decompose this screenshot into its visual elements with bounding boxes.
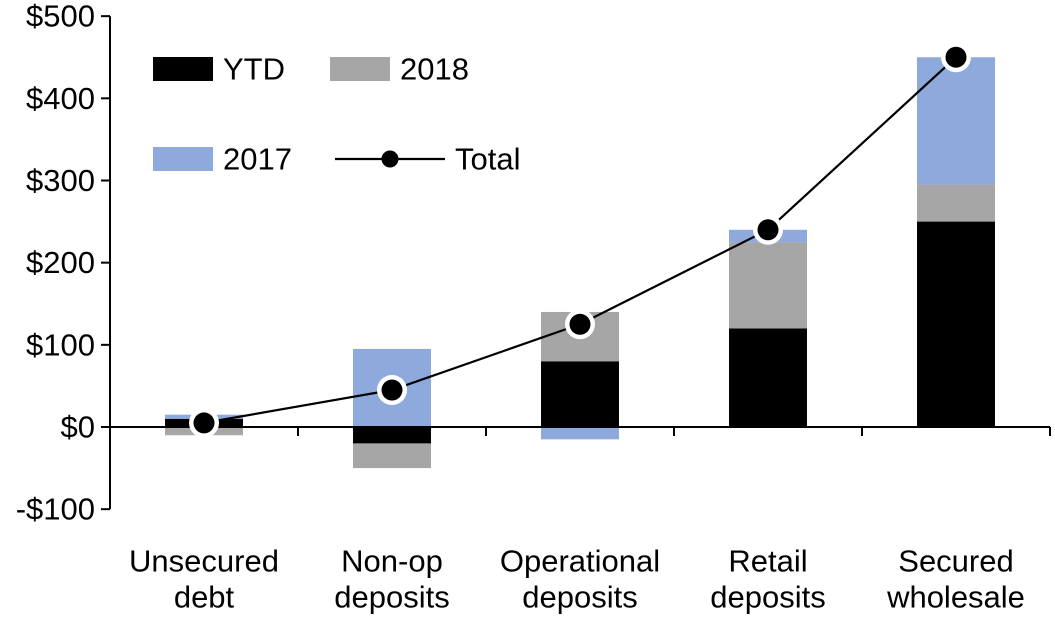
bar-segment-2018-4 [917,184,995,222]
legend-label: 2017 [223,142,292,177]
category-label: Secured [898,544,1013,579]
bar-segment-ytd-2 [541,361,619,427]
legend-dot-symbol [381,150,399,168]
bar-segment-ytd-3 [729,328,807,427]
legend-label: Total [455,142,520,177]
bar-segment-2018-3 [729,242,807,329]
category-label: deposits [522,580,637,615]
total-marker [757,219,779,241]
category-label: Unsecured [129,544,279,579]
legend-swatch-2018 [330,57,390,81]
y-axis-label: $200 [26,245,95,280]
legend-label: YTD [223,52,285,87]
total-marker [381,379,403,401]
legend-swatch-2017 [153,147,213,171]
y-axis-label: -$100 [16,492,95,527]
y-axis-label: $300 [26,163,95,198]
category-label: Operational [500,544,660,579]
bar-segment-ytd-4 [917,221,995,427]
category-label: deposits [710,580,825,615]
legend-swatch-ytd [153,57,213,81]
category-label: Non-op [341,544,443,579]
y-axis-label: $0 [61,410,95,445]
total-marker [193,412,215,434]
y-axis-label: $100 [26,327,95,362]
category-label: wholesale [886,580,1025,615]
category-label: Retail [728,544,807,579]
bar-segment-ytd-1 [353,427,431,444]
total-marker [945,46,967,68]
bar-segment-2017-4 [917,57,995,185]
y-axis-label: $400 [26,81,95,116]
category-label: debt [174,580,235,615]
category-label: deposits [334,580,449,615]
bar-segment-2017-2 [541,427,619,440]
total-marker [569,313,591,335]
bar-segment-2018-1 [353,443,431,469]
legend-label: 2018 [400,52,469,87]
y-axis-label: $500 [26,0,95,34]
